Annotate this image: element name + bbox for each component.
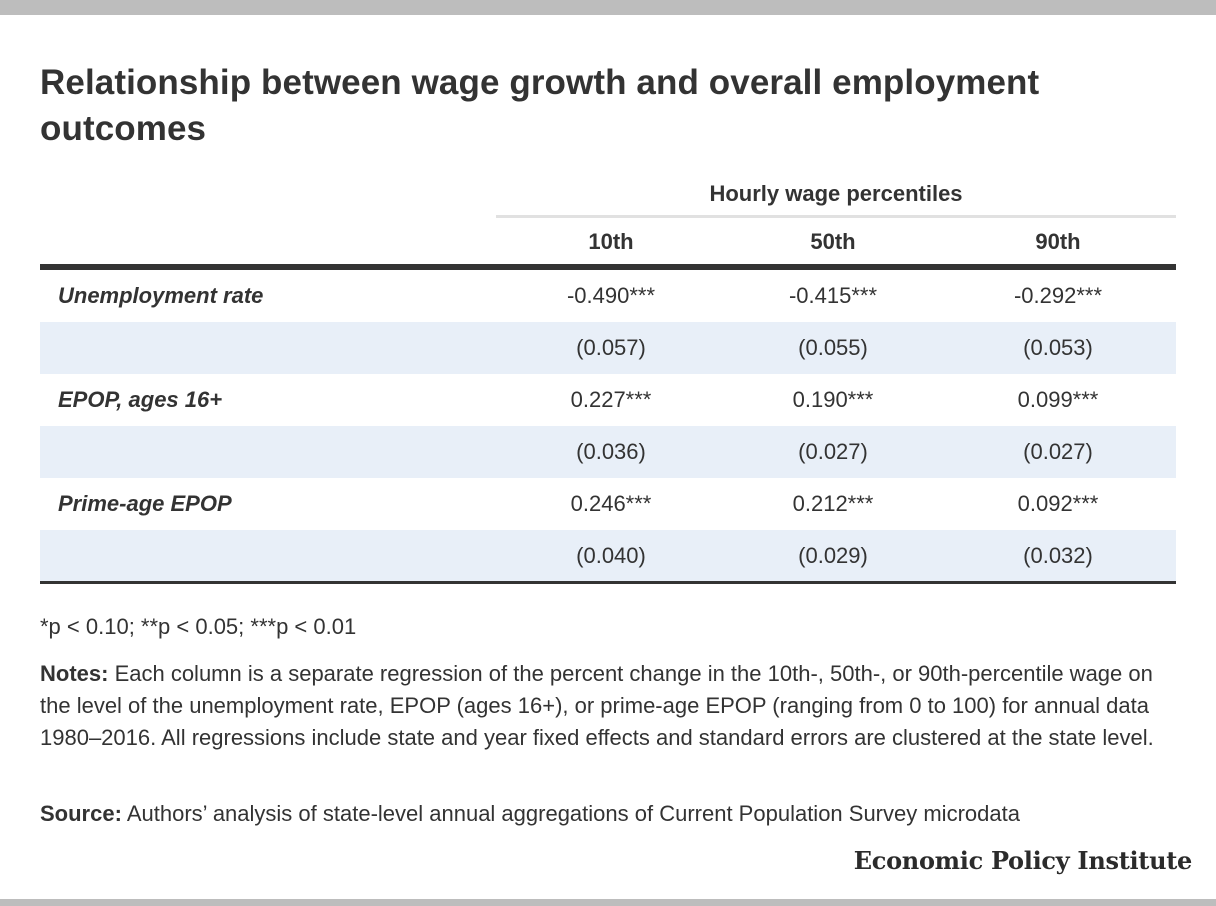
table-cell: (0.055): [798, 335, 868, 360]
brand-logo: Economic Policy Institute: [853, 846, 1193, 875]
table-bottom-rule: [40, 581, 1176, 584]
table-cell: (0.029): [798, 543, 868, 568]
bottom-frame-bar: [0, 899, 1216, 906]
table-cell: 0.190***: [792, 387, 874, 412]
table-cell: 0.099***: [1017, 387, 1099, 412]
source-text: Source: Authors’ analysis of state-level…: [40, 798, 1200, 830]
table-row: (0.040) (0.029) (0.032): [40, 530, 1176, 582]
column-header-10th: 10th: [588, 229, 634, 254]
notes-text: Notes: Each column is a separate regress…: [40, 658, 1180, 754]
table-cell: 0.092***: [1017, 491, 1099, 516]
top-frame-bar: [0, 0, 1216, 15]
table-cell: (0.040): [576, 543, 646, 568]
column-group-header: Hourly wage percentiles: [709, 181, 963, 206]
column-header-50th: 50th: [810, 229, 856, 254]
table-cell: -0.490***: [566, 283, 656, 308]
table-cell: (0.032): [1023, 543, 1093, 568]
table-cell: -0.292***: [1013, 283, 1103, 308]
table-cell: 0.212***: [792, 491, 874, 516]
source-body: Authors’ analysis of state-level annual …: [121, 801, 1020, 826]
row-label: EPOP, ages 16+: [58, 387, 223, 412]
notes-body: Each column is a separate regression of …: [40, 661, 1154, 750]
table-cell: 0.246***: [570, 491, 652, 516]
significance-legend: *p < 0.10; **p < 0.05; ***p < 0.01: [40, 614, 357, 639]
table-cell: -0.415***: [788, 283, 878, 308]
table-row: (0.036) (0.027) (0.027): [40, 426, 1176, 478]
table-row: EPOP, ages 16+ 0.227*** 0.190*** 0.099**…: [40, 374, 1176, 426]
table-cell: (0.053): [1023, 335, 1093, 360]
table-cell: (0.036): [576, 439, 646, 464]
table-cell: (0.057): [576, 335, 646, 360]
notes-label: Notes:: [40, 661, 109, 686]
table-row: Prime-age EPOP 0.246*** 0.212*** 0.092**…: [40, 478, 1176, 530]
table-row: Unemployment rate -0.490*** -0.415*** -0…: [40, 270, 1176, 322]
row-label: Prime-age EPOP: [58, 491, 232, 516]
table-header-rule: [40, 264, 1176, 270]
table-cell: (0.027): [1023, 439, 1093, 464]
group-header-rule: [496, 215, 1176, 218]
page-title: Relationship between wage growth and ove…: [40, 63, 1040, 148]
column-header-90th: 90th: [1035, 229, 1081, 254]
table-cell: 0.227***: [570, 387, 652, 412]
source-label: Source:: [40, 801, 122, 826]
table-cell: (0.027): [798, 439, 868, 464]
table-row: (0.057) (0.055) (0.053): [40, 322, 1176, 374]
row-label: Unemployment rate: [58, 283, 264, 308]
